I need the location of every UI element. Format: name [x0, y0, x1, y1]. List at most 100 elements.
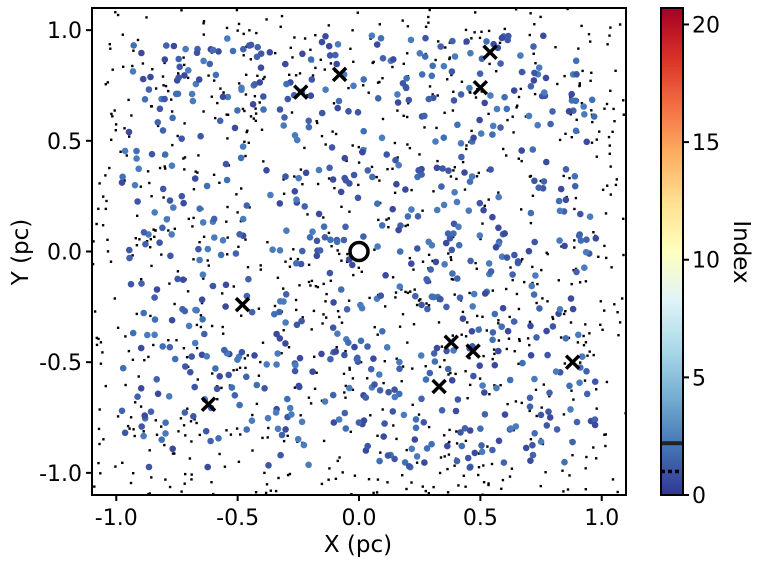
data-point-dot: [138, 238, 141, 241]
data-point-index: [231, 124, 239, 132]
data-point-dot: [528, 33, 531, 37]
data-point-dot: [412, 323, 416, 326]
data-point-index: [495, 347, 502, 355]
data-point-dot: [248, 29, 251, 32]
data-point-index: [212, 365, 219, 372]
data-point-index: [318, 38, 326, 46]
data-point-dot: [461, 310, 465, 314]
data-point-index: [313, 237, 321, 245]
data-point-dot: [176, 134, 179, 138]
data-point-dot: [385, 218, 388, 221]
data-point-dot: [590, 109, 593, 112]
data-point-dot: [446, 78, 449, 81]
data-point-dot: [123, 179, 126, 182]
data-point-dot: [464, 439, 468, 443]
data-point-x-marker: [234, 296, 251, 313]
data-point-index: [438, 407, 446, 414]
data-point-index: [305, 461, 312, 469]
data-point-dot: [599, 300, 602, 303]
data-point-dot: [348, 210, 351, 213]
data-point-index: [199, 271, 207, 279]
data-point-dot: [303, 146, 306, 150]
data-point-dot: [123, 127, 126, 130]
data-point-dot: [251, 449, 254, 452]
data-point-dot: [110, 112, 113, 116]
data-point-dot: [235, 193, 238, 196]
data-point-dot: [425, 302, 428, 305]
data-point-dot: [410, 188, 413, 192]
data-point-index: [266, 49, 274, 56]
data-point-dot: [607, 135, 611, 139]
data-point-index: [448, 68, 456, 75]
data-point-index: [126, 254, 133, 262]
data-point-index: [350, 82, 357, 90]
data-point-index: [427, 266, 435, 273]
data-point-index: [343, 306, 351, 313]
data-point-dot: [340, 205, 343, 208]
data-point-index: [231, 392, 239, 399]
data-point-dot: [381, 77, 384, 80]
data-point-index: [451, 189, 458, 196]
data-point-dot: [431, 259, 434, 263]
data-point-dot: [202, 277, 205, 280]
data-point-dot: [616, 311, 619, 314]
data-point-dot: [378, 179, 381, 182]
data-point-dot: [621, 297, 624, 300]
data-point-dot: [395, 357, 398, 360]
data-point-dot: [280, 352, 283, 355]
data-point-dot: [446, 467, 449, 471]
data-point-index: [204, 463, 211, 471]
data-point-index: [280, 298, 287, 305]
data-point-dot: [262, 160, 265, 163]
data-point-index: [432, 258, 440, 266]
data-point-index: [450, 230, 457, 237]
data-point-dot: [465, 147, 468, 151]
data-point-index: [421, 112, 428, 120]
data-point-dot: [95, 343, 99, 347]
data-point-dot: [531, 265, 534, 269]
data-point-dot: [495, 70, 498, 73]
data-point-index: [264, 414, 272, 422]
data-point-dot: [192, 216, 195, 220]
data-point-index: [379, 328, 386, 335]
x-tick-label: 0.0: [342, 506, 377, 531]
data-point-dot: [344, 349, 347, 353]
data-point-dot: [111, 68, 114, 71]
data-point-dot: [497, 339, 501, 342]
data-point-dot: [274, 489, 278, 493]
data-point-dot: [207, 74, 210, 77]
data-point-dot: [99, 362, 103, 365]
data-point-dot: [609, 165, 612, 168]
data-point-index: [302, 169, 310, 177]
data-point-dot: [282, 178, 285, 181]
colorbar-threshold-lines: [661, 441, 683, 474]
data-point-dot: [121, 33, 124, 36]
data-point-index: [293, 321, 301, 329]
data-point-dot: [383, 360, 386, 363]
data-point-index: [376, 387, 384, 394]
data-point-dot: [145, 16, 148, 19]
data-point-dot: [469, 91, 472, 94]
scatter-index-points: [118, 32, 600, 471]
data-point-dot: [114, 11, 117, 14]
data-point-index: [586, 213, 594, 220]
data-point-x-marker: [431, 378, 447, 395]
data-point-index: [590, 113, 598, 120]
data-point-dot: [488, 62, 491, 66]
data-point-index: [334, 41, 342, 48]
data-point-index: [318, 109, 326, 117]
data-point-index: [402, 83, 410, 91]
data-point-index: [360, 233, 367, 240]
data-point-index: [567, 406, 574, 413]
data-point-index: [458, 153, 465, 161]
data-point-dot: [348, 366, 351, 370]
data-point-dot: [340, 321, 344, 324]
data-point-dot: [570, 136, 573, 139]
data-point-index: [199, 316, 206, 323]
data-point-index: [377, 292, 385, 300]
data-point-dot: [155, 433, 159, 436]
data-point-dot: [613, 303, 616, 306]
data-point-dot: [421, 260, 425, 263]
data-point-dot: [453, 166, 456, 169]
data-point-index: [325, 42, 333, 50]
